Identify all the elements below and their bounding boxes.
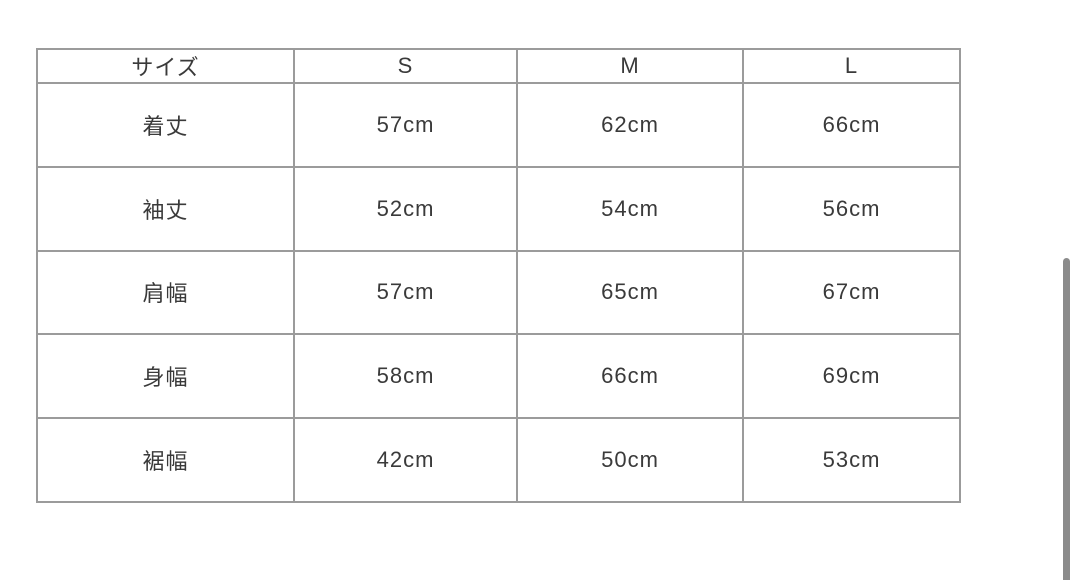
- cell-shoulder-l: 67cm: [742, 249, 961, 336]
- cell-body-width-l: 69cm: [742, 333, 961, 420]
- cell-length-l: 66cm: [742, 82, 961, 168]
- row-label-sleeve: 袖丈: [36, 165, 295, 252]
- cell-shoulder-s: 57cm: [293, 249, 518, 336]
- vertical-scrollbar-thumb[interactable]: [1063, 258, 1070, 580]
- table-header-row: サイズ S M L: [36, 48, 961, 84]
- cell-length-m: 62cm: [516, 82, 744, 168]
- cell-hem-width-s: 42cm: [293, 417, 518, 503]
- row-label-hem-width: 裾幅: [36, 417, 295, 503]
- header-cell-size-label: サイズ: [36, 48, 295, 84]
- cell-length-s: 57cm: [293, 82, 518, 168]
- cell-shoulder-m: 65cm: [516, 249, 744, 336]
- header-cell-size-l: L: [742, 48, 961, 84]
- table-row-shoulder: 肩幅 57cm 65cm 67cm: [36, 249, 961, 336]
- cell-sleeve-s: 52cm: [293, 165, 518, 252]
- header-cell-size-s: S: [293, 48, 518, 84]
- size-chart-table: サイズ S M L 着丈 57cm 62cm 66cm 袖丈 52cm 54cm…: [36, 48, 961, 503]
- cell-body-width-m: 66cm: [516, 333, 744, 420]
- table-row-hem-width: 裾幅 42cm 50cm 53cm: [36, 417, 961, 503]
- row-label-body-width: 身幅: [36, 333, 295, 420]
- table-row-body-width: 身幅 58cm 66cm 69cm: [36, 333, 961, 420]
- cell-hem-width-m: 50cm: [516, 417, 744, 503]
- row-label-shoulder: 肩幅: [36, 249, 295, 336]
- cell-hem-width-l: 53cm: [742, 417, 961, 503]
- row-label-length: 着丈: [36, 82, 295, 168]
- cell-body-width-s: 58cm: [293, 333, 518, 420]
- cell-sleeve-l: 56cm: [742, 165, 961, 252]
- header-cell-size-m: M: [516, 48, 744, 84]
- table-row-sleeve: 袖丈 52cm 54cm 56cm: [36, 165, 961, 252]
- table-row-length: 着丈 57cm 62cm 66cm: [36, 82, 961, 168]
- cell-sleeve-m: 54cm: [516, 165, 744, 252]
